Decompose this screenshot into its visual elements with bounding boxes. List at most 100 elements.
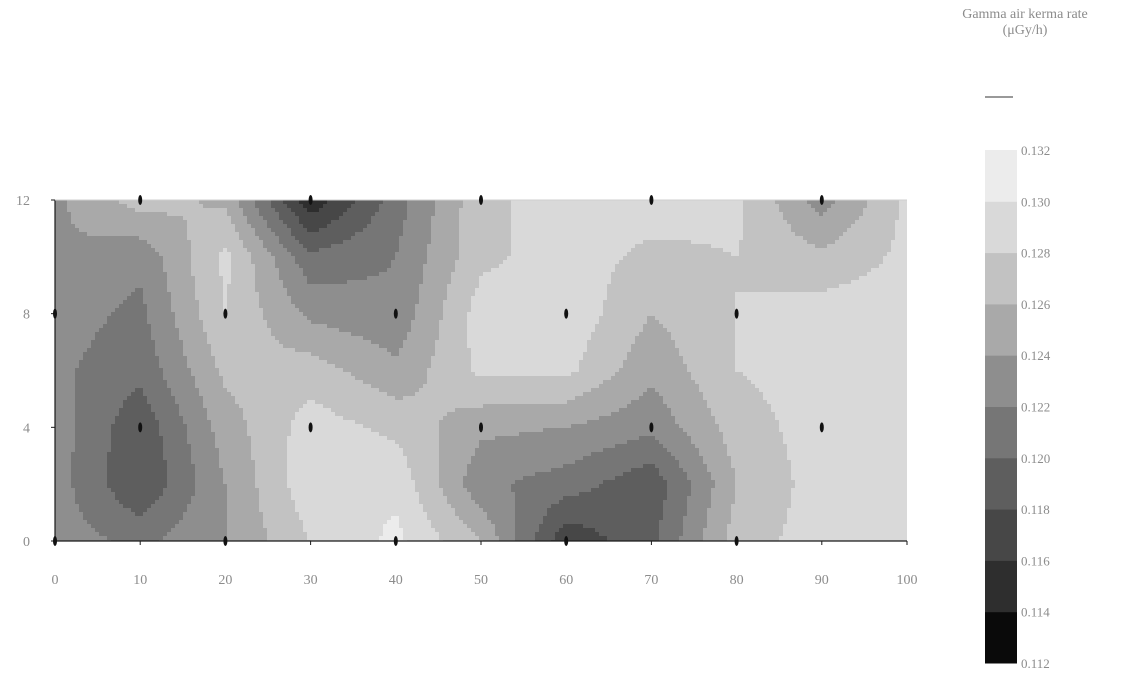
contour-cell <box>171 304 200 309</box>
contour-cell <box>447 284 480 289</box>
contour-cell <box>407 212 436 217</box>
contour-cell <box>471 308 604 313</box>
contour-cell <box>163 452 192 457</box>
contour-cell <box>699 388 760 393</box>
contour-cell <box>279 216 300 221</box>
contour-cell <box>251 452 288 457</box>
contour-cell <box>363 424 440 429</box>
contour-cell <box>659 532 684 537</box>
contour-cell <box>55 488 76 493</box>
contour-cell <box>191 448 220 453</box>
contour-cell <box>407 456 440 461</box>
contour-cell <box>219 452 252 457</box>
contour-cell <box>671 336 736 341</box>
contour-cell <box>183 416 208 421</box>
contour-cell <box>211 428 248 433</box>
colorbar-title: Gamma air kerma rate <box>962 7 1088 22</box>
contour-cell <box>167 288 196 293</box>
contour-cell <box>691 488 712 493</box>
contour-cell <box>307 536 380 541</box>
contour-cell <box>743 212 784 217</box>
contour-cell <box>775 412 907 417</box>
contour-cell <box>659 440 692 445</box>
contour-cell <box>195 292 224 297</box>
contour-cell <box>639 436 656 441</box>
contour-cell <box>251 456 288 461</box>
contour-cell <box>535 532 556 537</box>
contour-cell <box>391 260 428 265</box>
contour-cell <box>439 320 468 325</box>
contour-cell <box>75 224 188 229</box>
contour-cell <box>479 276 612 281</box>
contour-cell <box>431 220 460 225</box>
contour-cell <box>783 436 907 441</box>
contour-cell <box>303 224 328 229</box>
contour-cell <box>687 508 708 513</box>
contour-cell <box>427 380 604 385</box>
contour-cell <box>735 320 907 325</box>
contour-cell <box>327 324 412 329</box>
contour-cell <box>171 308 200 313</box>
contour-cell <box>439 432 520 437</box>
contour-cell <box>263 308 300 313</box>
contour-cell <box>291 424 364 429</box>
contour-cell <box>379 208 408 213</box>
contour-cell <box>839 236 896 241</box>
contour-cell <box>535 536 556 541</box>
contour-cell <box>147 312 176 317</box>
contour-cell <box>259 208 276 213</box>
contour-cell <box>119 412 156 417</box>
contour-cell <box>223 300 228 305</box>
contour-cell <box>343 416 444 421</box>
contour-cell <box>251 256 276 261</box>
contour-cell <box>867 204 900 209</box>
contour-cell <box>147 304 172 309</box>
x-tick-label: 20 <box>218 573 232 588</box>
contour-cell <box>115 416 156 421</box>
contour-cell <box>55 420 76 425</box>
contour-cell <box>71 220 188 225</box>
contour-cell <box>111 444 164 449</box>
contour-cell <box>851 280 907 285</box>
contour-cell <box>219 272 232 277</box>
contour-cell <box>643 324 664 329</box>
contour-cell <box>763 396 907 401</box>
contour-cell <box>467 524 496 529</box>
contour-cell <box>211 348 296 353</box>
contour-cell <box>55 312 112 317</box>
contour-cell <box>287 440 396 445</box>
contour-cell <box>179 412 208 417</box>
contour-cell <box>255 288 288 293</box>
contour-cell <box>55 316 108 321</box>
contour-cell <box>187 504 228 509</box>
contour-cell <box>211 424 248 429</box>
contour-cell <box>195 468 224 473</box>
contour-cell <box>675 340 736 345</box>
contour-cell <box>151 244 192 249</box>
contour-cell <box>231 268 256 273</box>
contour-cell <box>671 412 712 417</box>
contour-cell <box>691 240 740 245</box>
contour-cell <box>747 376 907 381</box>
contour-cell <box>287 456 408 461</box>
colorbar-swatch <box>985 457 1017 510</box>
contour-cell <box>779 536 907 541</box>
contour-cell <box>515 528 540 533</box>
contour-cell <box>55 484 72 489</box>
contour-cell <box>659 468 684 473</box>
contour-cell <box>523 476 616 481</box>
contour-cell <box>303 524 384 529</box>
contour-cell <box>435 200 464 205</box>
contour-cell <box>55 328 100 333</box>
contour-cell <box>267 536 308 541</box>
contour-cell <box>655 464 680 469</box>
contour-cell <box>115 496 160 501</box>
contour-cell <box>75 388 136 393</box>
contour-cell <box>123 300 144 305</box>
contour-cell <box>475 452 592 457</box>
contour-cell <box>55 496 76 501</box>
contour-cell <box>515 500 560 505</box>
contour-cell <box>431 360 472 365</box>
contour-cell <box>255 232 276 237</box>
